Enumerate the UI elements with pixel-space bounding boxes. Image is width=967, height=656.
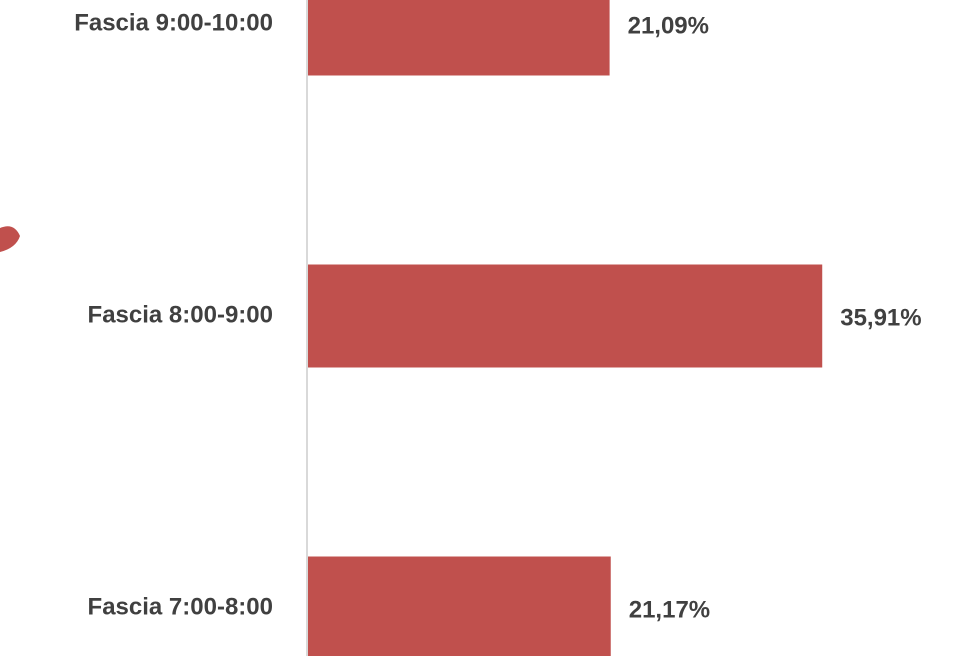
decoration [0,226,20,252]
data-label: 35,91% [840,304,921,331]
category-label: Fascia 8:00-9:00 [88,301,273,328]
bar [307,0,610,76]
bar [307,556,611,656]
category-label: Fascia 9:00-10:00 [74,9,273,36]
bar [307,264,823,368]
data-label: 21,17% [629,596,710,623]
data-label: 21,09% [628,12,709,39]
category-label: Fascia 7:00-8:00 [88,593,273,620]
